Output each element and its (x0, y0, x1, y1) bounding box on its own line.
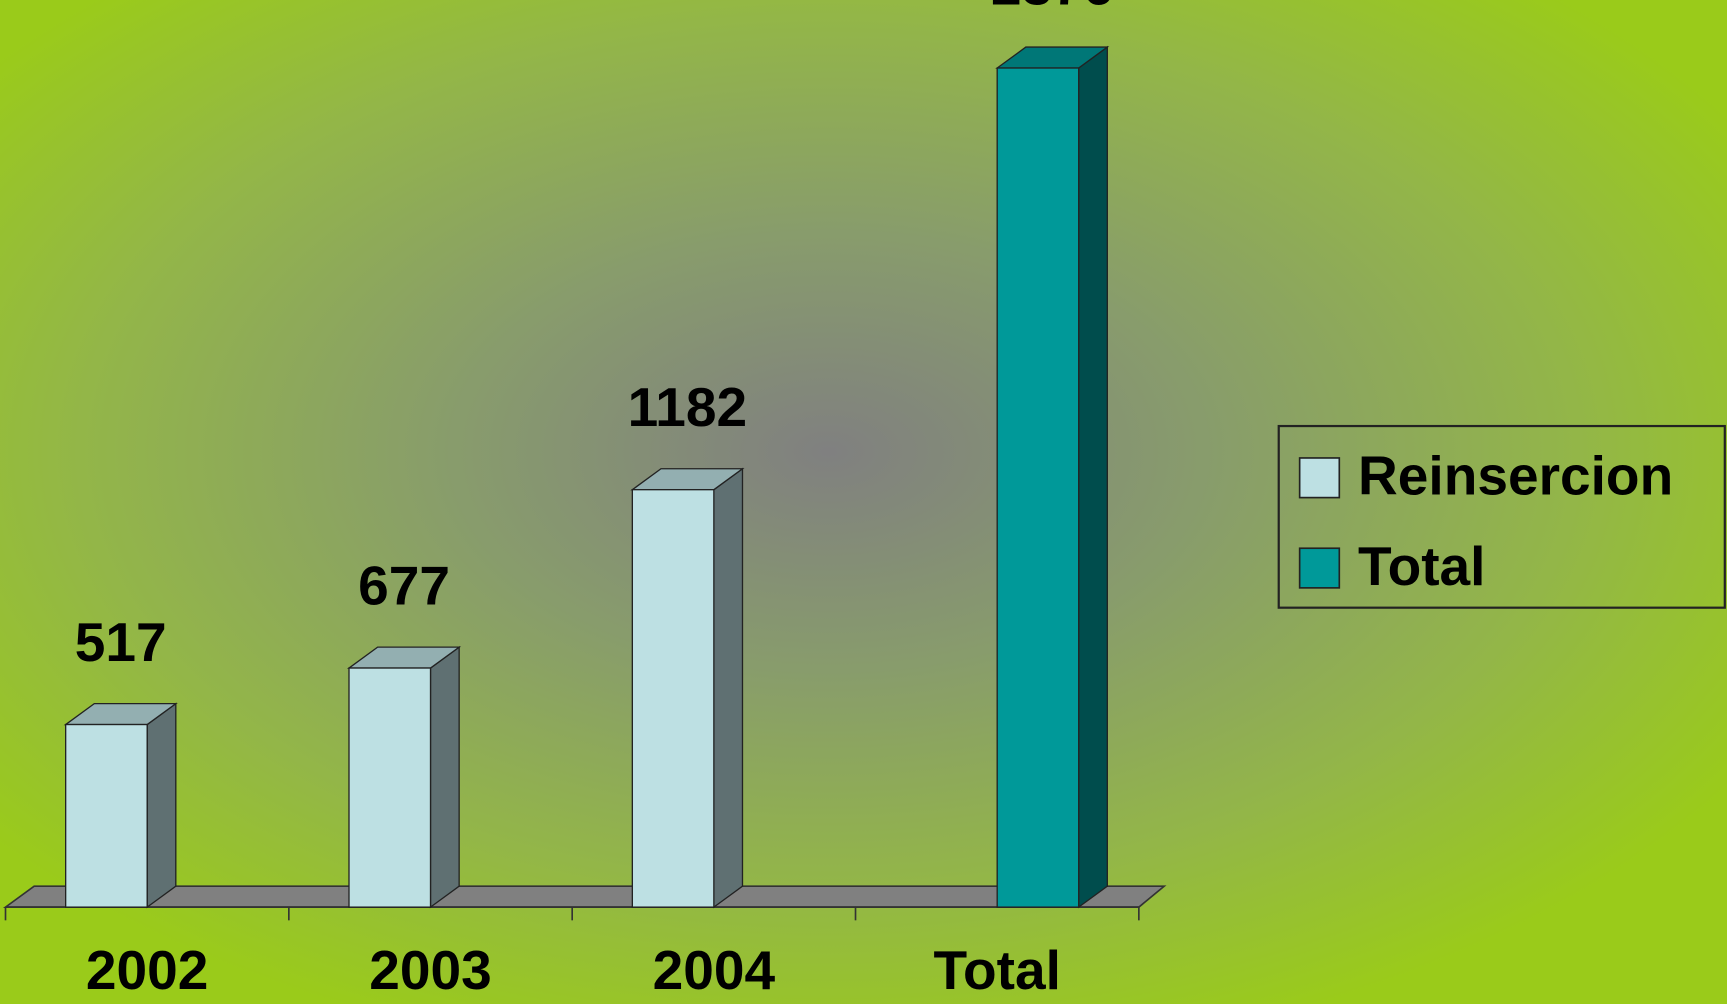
legend-label: Total (1358, 535, 1485, 597)
bar (996, 67, 1080, 908)
x-tick-label: 2003 (369, 939, 491, 1001)
bar-side (146, 702, 177, 909)
x-tick-label: Total (933, 939, 1060, 1001)
bar (65, 723, 148, 908)
data-label: 1182 (628, 376, 747, 438)
legend-box (1277, 424, 1726, 609)
x-tick-label: 2004 (653, 939, 776, 1001)
legend-swatch (1298, 547, 1341, 589)
data-label: 2376 (991, 0, 1113, 16)
data-label: 677 (358, 554, 450, 616)
bar-side (429, 645, 460, 909)
x-tick-label: 2002 (86, 939, 208, 1001)
legend-label: Reinsercion (1358, 445, 1673, 507)
bar (631, 489, 715, 908)
floor (2, 885, 1167, 908)
bar-side (1078, 45, 1108, 909)
legend-swatch (1298, 457, 1341, 499)
bar-side (713, 467, 744, 909)
data-label: 517 (75, 611, 167, 673)
bar (348, 667, 432, 908)
